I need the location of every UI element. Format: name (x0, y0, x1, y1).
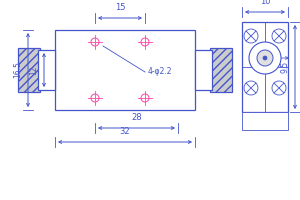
Bar (38, 50, 55, 90)
Circle shape (91, 94, 99, 102)
Circle shape (272, 81, 286, 95)
Bar (18, 48, 40, 92)
Text: 28: 28 (131, 113, 142, 122)
Circle shape (244, 29, 258, 43)
Bar (55, 30, 195, 110)
Text: 16.5: 16.5 (13, 62, 22, 78)
Circle shape (141, 94, 149, 102)
Text: 15: 15 (115, 3, 125, 12)
Bar (210, 48, 232, 92)
Text: 10: 10 (260, 0, 270, 6)
Text: 12: 12 (29, 65, 38, 75)
Circle shape (91, 38, 99, 46)
Circle shape (141, 38, 149, 46)
Bar (195, 50, 212, 90)
Circle shape (249, 42, 281, 74)
Circle shape (244, 81, 258, 95)
Circle shape (263, 56, 267, 60)
Text: 9.5: 9.5 (280, 61, 289, 73)
Circle shape (257, 50, 273, 66)
Bar (242, 22, 288, 112)
Text: 32: 32 (120, 127, 130, 136)
Circle shape (272, 29, 286, 43)
Text: 4-φ2.2: 4-φ2.2 (148, 68, 172, 76)
Bar (242, 112, 288, 130)
